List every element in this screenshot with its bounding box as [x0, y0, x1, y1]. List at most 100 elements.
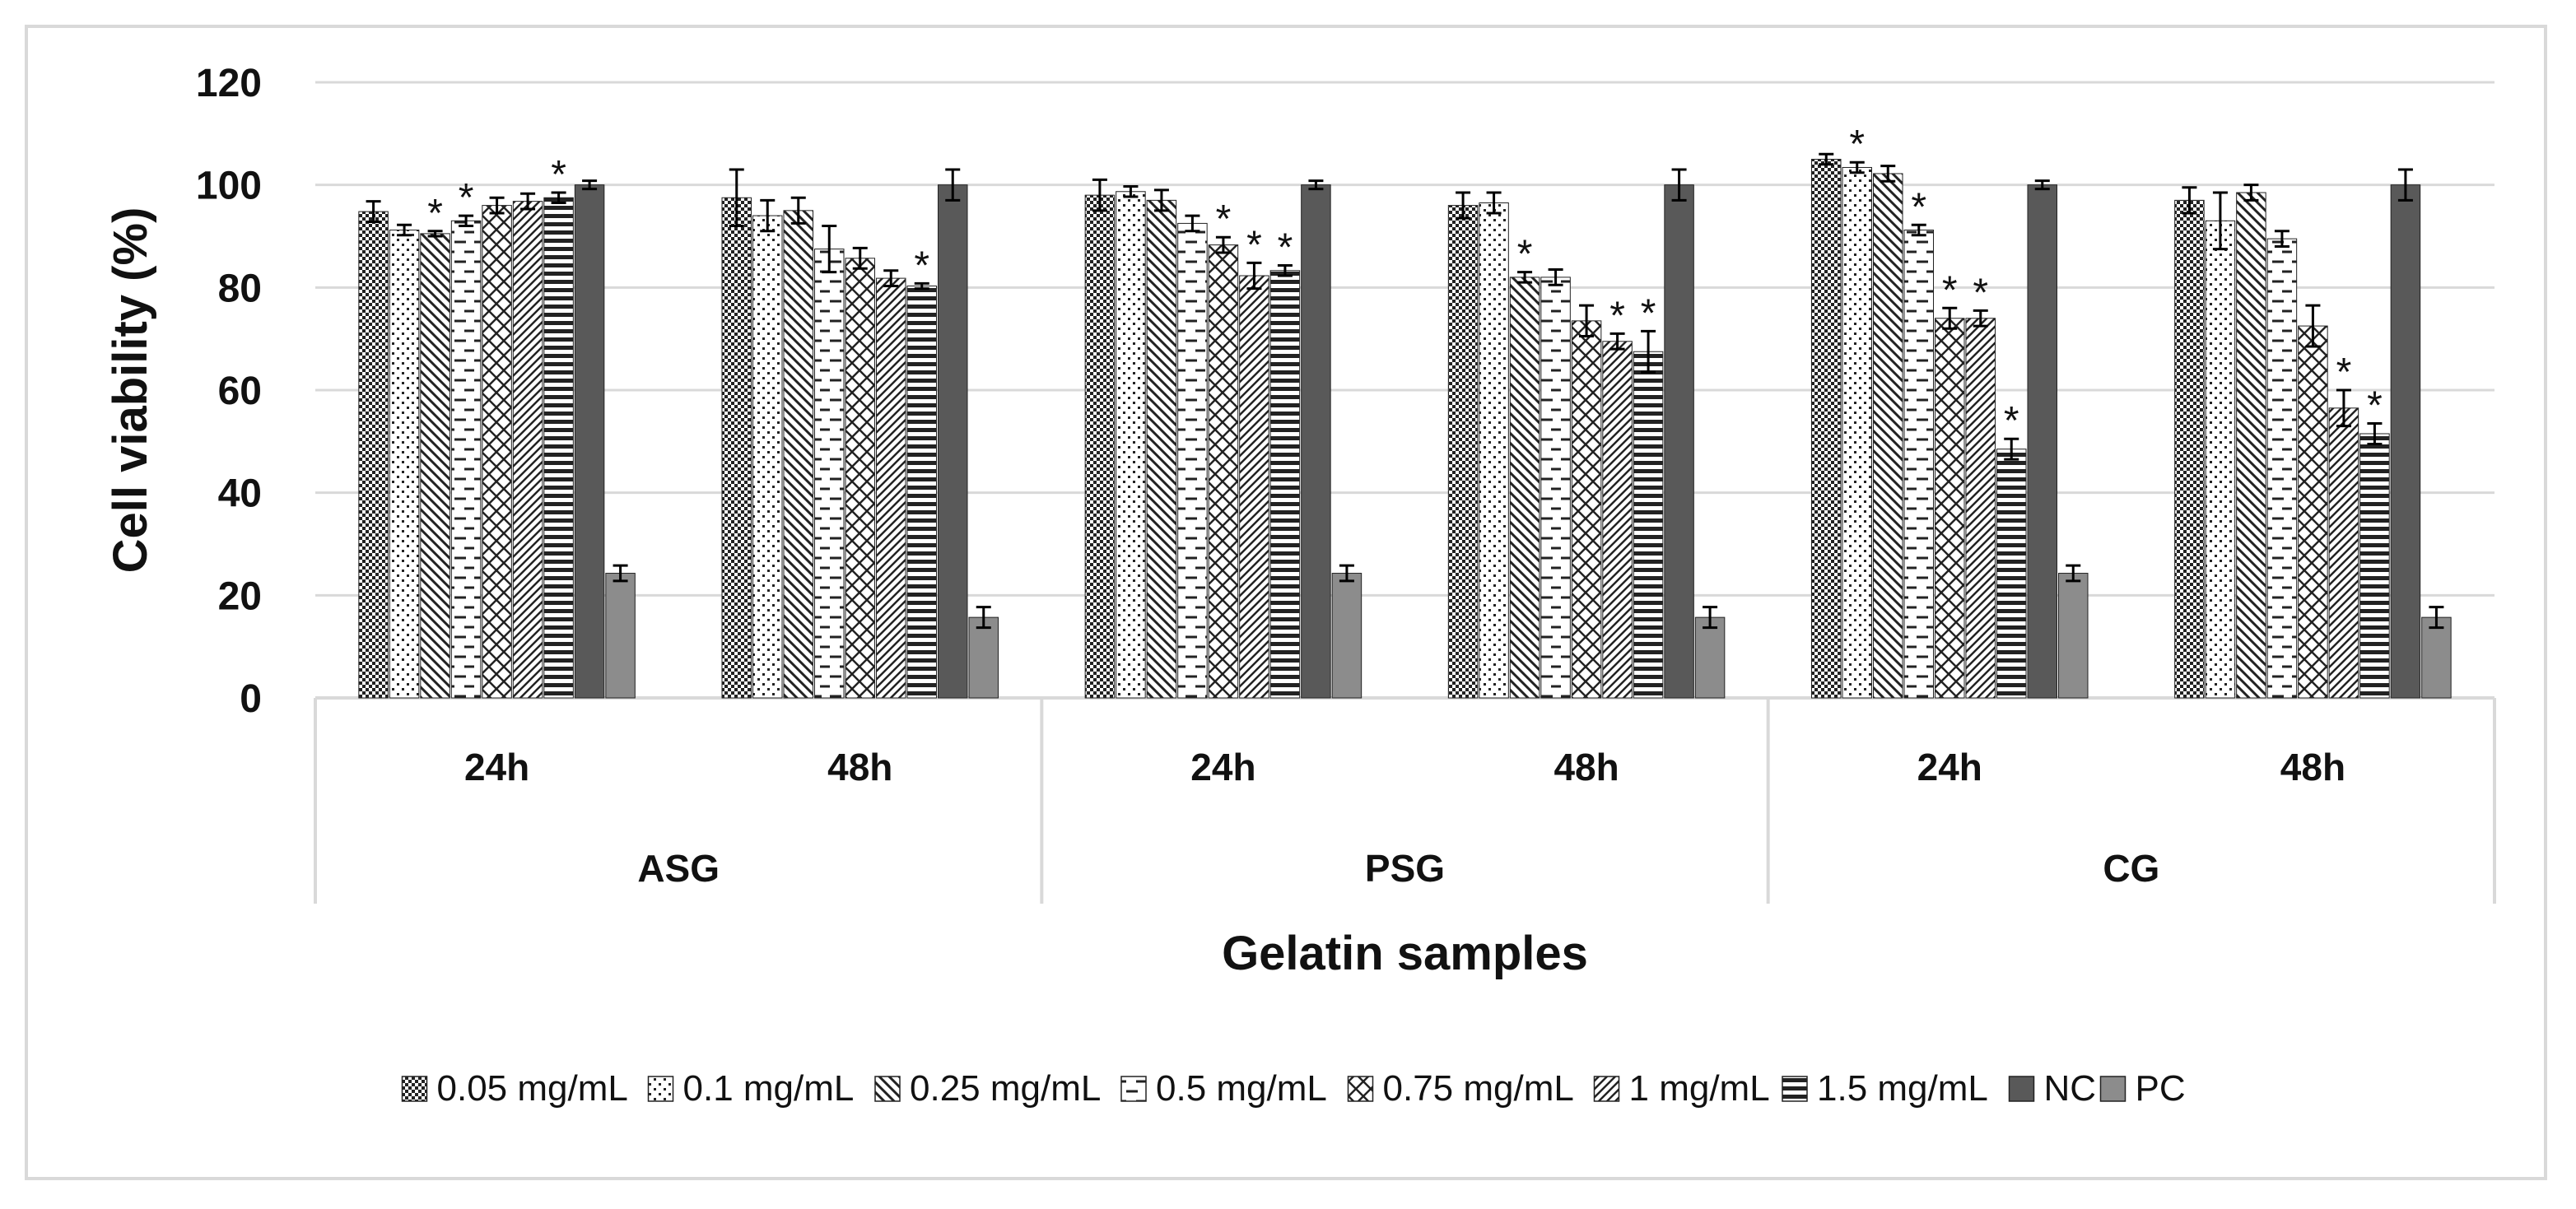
error-bar-0-75-mg-ml-2: [1215, 235, 1231, 254]
error-bar-0-5-mg-ml-4: [1911, 223, 1926, 237]
error-bar-1-mg-ml-4: [1973, 309, 1988, 328]
error-bar-nc-1: [945, 168, 961, 202]
bar-1-mg-ml-3: [1602, 341, 1633, 699]
bar-1-5-mg-ml-5: [2359, 433, 2390, 699]
error-bar-0-75-mg-ml-1: [852, 246, 868, 270]
error-bar-pc-0: [613, 564, 628, 583]
y-tick-label-0: 0: [240, 677, 262, 721]
labels-layer: 0 20 40 60 80 100 120 * * * * * * * * * * * * * * * * * 24h 48h AS…: [104, 62, 2383, 980]
bar-0-1-mg-ml-5: [2205, 220, 2236, 699]
bar-0-05-mg-ml-4: [1811, 159, 1842, 699]
error-bar-nc-5: [2397, 168, 2413, 202]
significance-marker-0-75-mg-ml-4: *: [1942, 268, 1958, 312]
bar-1-5-mg-ml-4: [1996, 449, 2027, 699]
bar-0-05-mg-ml-2: [1084, 194, 1116, 699]
error-bar-0-05-mg-ml-4: [1819, 152, 1834, 166]
legend-label-pc: PC: [2136, 1068, 2186, 1109]
significance-marker-0-75-mg-ml-2: *: [1216, 198, 1232, 241]
x-tick-label-psg-48h: 48h: [1554, 746, 1619, 788]
bar-0-75-mg-ml-3: [1571, 320, 1602, 699]
x-tick-label-cg-24h: 24h: [1917, 746, 1982, 788]
error-bar-1-5-mg-ml-5: [2367, 422, 2383, 445]
bar-0-1-mg-ml-1: [752, 215, 783, 699]
x-axis-title: Gelatin samples: [1222, 927, 1588, 980]
error-bar-1-mg-ml-5: [2336, 388, 2351, 428]
bar-1-mg-ml-5: [2328, 407, 2359, 699]
error-bar-0-1-mg-ml-4: [1849, 160, 1865, 174]
y-tick-label-20: 20: [218, 574, 262, 618]
bar-nc-1: [938, 184, 968, 699]
error-bar-1-5-mg-ml-1: [914, 281, 929, 291]
bar-pc-1: [968, 616, 999, 699]
legend-item-0-75-mg-ml: 0.75 mg/mL: [1347, 1068, 1574, 1109]
bar-1-5-mg-ml-3: [1633, 351, 1664, 699]
bar-0-5-mg-ml-5: [2266, 238, 2298, 699]
legend-item-0-5-mg-ml: 0.5 mg/mL: [1120, 1068, 1327, 1109]
bar-0-1-mg-ml-3: [1479, 202, 1509, 699]
error-bar-1-5-mg-ml-4: [2004, 437, 2019, 461]
legend-label-0-1-mg-ml: 0.1 mg/mL: [683, 1068, 855, 1109]
error-bar-0-1-mg-ml-3: [1486, 191, 1502, 215]
legend-item-1-mg-ml: 1 mg/mL: [1593, 1068, 1770, 1109]
bar-0-75-mg-ml-4: [1935, 318, 1965, 699]
bar-0-25-mg-ml-2: [1146, 199, 1177, 699]
error-bar-0-75-mg-ml-3: [1579, 304, 1595, 338]
error-bar-pc-3: [1703, 606, 1718, 630]
significance-marker-0-1-mg-ml-4: *: [1849, 123, 1865, 166]
error-bar-pc-2: [1339, 564, 1354, 583]
x-tick-label-cg-48h: 48h: [2280, 746, 2345, 788]
legend-label-nc: NC: [2044, 1068, 2097, 1109]
bar-pc-5: [2421, 616, 2452, 699]
error-bar-0-1-mg-ml-0: [397, 223, 412, 237]
legend-swatch-0-05-mg-ml: [401, 1076, 428, 1102]
error-bar-0-05-mg-ml-0: [366, 200, 381, 224]
bar-0-25-mg-ml-4: [1873, 173, 1903, 699]
gridlines: [315, 81, 2494, 597]
bar-1-5-mg-ml-1: [906, 285, 937, 699]
bar-0-25-mg-ml-5: [2236, 192, 2266, 699]
legend-item-0-1-mg-ml: 0.1 mg/mL: [647, 1068, 855, 1109]
y-tick-label-60: 60: [218, 370, 262, 413]
legend-item-nc: NC: [2008, 1068, 2097, 1109]
legend-item-pc: PC: [2099, 1068, 2186, 1109]
bar-nc-0: [574, 184, 605, 699]
group-label-asg: ASG: [637, 847, 720, 890]
x-tick-label-asg-24h: 24h: [464, 746, 529, 788]
bar-0-5-mg-ml-3: [1540, 277, 1571, 699]
significance-marker-0-5-mg-ml-4: *: [1911, 185, 1926, 229]
group-label-psg: PSG: [1365, 847, 1445, 890]
error-bar-1-mg-ml-1: [883, 269, 899, 287]
legend-swatch-nc: [2008, 1076, 2035, 1102]
error-bar-1-mg-ml-0: [520, 192, 536, 211]
error-bar-0-75-mg-ml-0: [489, 196, 505, 215]
bar-1-5-mg-ml-2: [1269, 270, 1301, 699]
error-bar-0-1-mg-ml-5: [2212, 191, 2228, 251]
significance-marker-1-5-mg-ml-4: *: [2004, 399, 2019, 443]
bar-0-05-mg-ml-0: [358, 211, 389, 699]
bar-pc-3: [1694, 616, 1726, 699]
bar-0-25-mg-ml-3: [1509, 277, 1540, 699]
significance-marker-1-5-mg-ml-2: *: [1278, 226, 1293, 270]
error-bar-0-1-mg-ml-1: [760, 198, 776, 233]
error-bar-1-mg-ml-2: [1246, 261, 1262, 291]
legend-swatch-1-5-mg-ml: [1782, 1076, 1808, 1102]
bar-0-5-mg-ml-0: [450, 220, 482, 699]
x-tick-label-asg-48h: 48h: [827, 746, 892, 788]
error-bar-pc-1: [976, 606, 991, 630]
legend-item-0-25-mg-ml: 0.25 mg/mL: [874, 1068, 1101, 1109]
bar-0-1-mg-ml-4: [1842, 166, 1872, 699]
bar-0-05-mg-ml-1: [721, 197, 752, 699]
significance-marker-0-5-mg-ml-0: *: [459, 176, 474, 220]
bar-1-5-mg-ml-0: [543, 197, 574, 699]
error-bar-nc-2: [1308, 179, 1324, 191]
bar-nc-4: [2027, 184, 2057, 699]
bar-pc-4: [2058, 573, 2089, 699]
legend-item-1-5-mg-ml: 1.5 mg/mL: [1782, 1068, 1988, 1109]
legend-label-0-25-mg-ml: 0.25 mg/mL: [910, 1068, 1101, 1109]
significance-marker-1-5-mg-ml-0: *: [551, 153, 566, 197]
y-tick-label-80: 80: [218, 267, 262, 310]
bar-0-05-mg-ml-5: [2174, 199, 2205, 699]
bar-0-1-mg-ml-2: [1116, 191, 1146, 699]
significance-marker-1-5-mg-ml-3: *: [1641, 291, 1656, 335]
